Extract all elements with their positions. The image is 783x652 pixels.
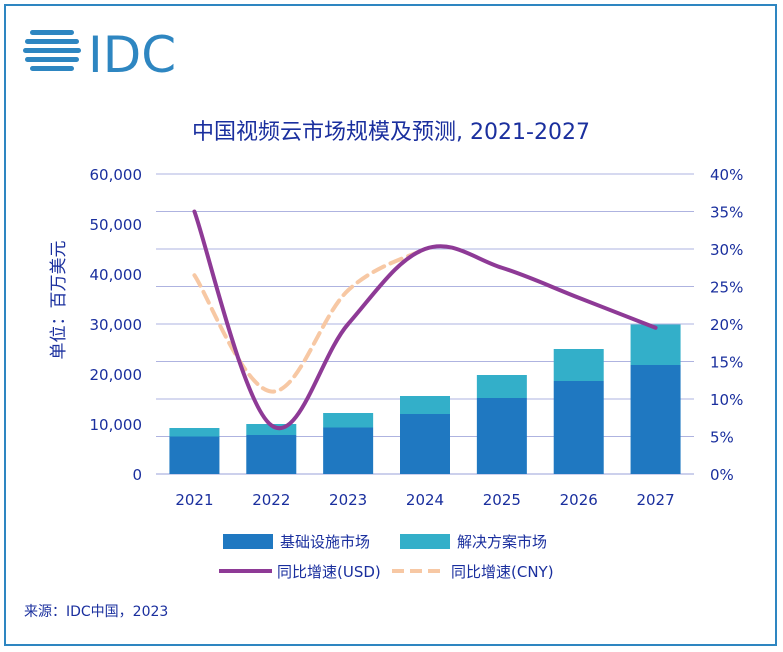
idc-logo: IDC xyxy=(23,26,176,84)
y2-tick-label: 35% xyxy=(710,204,743,222)
y2-tick-label: 30% xyxy=(710,241,743,259)
bar-solution xyxy=(169,428,220,437)
bar-infrastructure xyxy=(400,414,450,474)
bar-infrastructure xyxy=(323,427,374,474)
bar-solution xyxy=(246,424,297,435)
x-tick-label: 2026 xyxy=(560,491,598,509)
legend-swatch-infrastructure xyxy=(223,534,273,549)
line-cny-growth xyxy=(192,247,427,394)
legend-swatch-solution xyxy=(400,534,450,549)
y2-tick-label: 40% xyxy=(710,166,743,184)
legend: 基础设施市场 解决方案市场 同比增速(USD) 同比增速(CNY) xyxy=(219,533,554,581)
bar-solution xyxy=(553,349,604,381)
x-tick-label: 2021 xyxy=(175,491,213,509)
legend-label-solution: 解决方案市场 xyxy=(457,533,547,551)
x-tick-label: 2022 xyxy=(252,491,290,509)
bar-infrastructure xyxy=(246,435,297,474)
legend-label-cny-growth: 同比增速(CNY) xyxy=(451,563,554,581)
x-axis-ticks: 2021 2022 2023 2024 2025 2026 2027 xyxy=(175,491,674,509)
bar-solution xyxy=(323,413,374,428)
y-tick-label: 20,000 xyxy=(90,366,143,384)
x-tick-label: 2023 xyxy=(329,491,367,509)
gridlines xyxy=(156,173,694,475)
line-usd-growth xyxy=(192,209,658,431)
y-tick-label: 30,000 xyxy=(90,316,143,334)
legend-item-usd-growth: 同比增速(USD) xyxy=(219,563,381,581)
y-tick-label: 50,000 xyxy=(90,216,143,234)
y2-tick-label: 0% xyxy=(710,466,734,484)
y-tick-label: 40,000 xyxy=(90,266,143,284)
legend-label-usd-growth: 同比增速(USD) xyxy=(277,563,381,581)
bar-infrastructure xyxy=(476,398,527,474)
y2-tick-label: 25% xyxy=(710,279,743,297)
growth-lines xyxy=(192,209,658,431)
legend-item-cny-growth: 同比增速(CNY) xyxy=(392,563,554,581)
y-axis-label: 单位：百万美元 xyxy=(49,241,69,360)
y-axis-ticks: 0 10,000 20,000 30,000 40,000 50,000 60,000 xyxy=(90,166,143,484)
bar-infrastructure xyxy=(630,365,681,474)
y2-tick-label: 20% xyxy=(710,316,743,334)
chart-canvas: IDC 中国视频云市场规模及预测, 2021-2027 单位：百万美元 0 10,… xyxy=(23,26,743,620)
y-tick-label: 60,000 xyxy=(90,166,143,184)
chart-frame: IDC 中国视频云市场规模及预测, 2021-2027 单位：百万美元 0 10,… xyxy=(4,4,777,646)
legend-item-infrastructure: 基础设施市场 xyxy=(223,533,370,551)
y2-tick-label: 10% xyxy=(710,391,743,409)
bars xyxy=(169,324,681,474)
logo-text: IDC xyxy=(88,26,176,84)
bar-solution xyxy=(400,396,450,414)
chart-title: 中国视频云市场规模及预测, 2021-2027 xyxy=(192,120,590,145)
y2-tick-label: 5% xyxy=(710,429,734,447)
legend-item-solution: 解决方案市场 xyxy=(400,533,547,551)
globe-icon xyxy=(23,30,81,71)
y-tick-label: 10,000 xyxy=(90,416,143,434)
bar-solution xyxy=(476,375,527,398)
bar-solution xyxy=(630,324,681,365)
legend-label-infrastructure: 基础设施市场 xyxy=(280,533,370,551)
source-note: 来源：IDC中国，2023 xyxy=(24,604,168,620)
x-tick-label: 2025 xyxy=(483,491,521,509)
y-tick-label: 0 xyxy=(132,466,142,484)
y2-tick-label: 15% xyxy=(710,354,743,372)
y2-axis-ticks: 0% 5% 10% 15% 20% 25% 30% 35% 40% xyxy=(710,166,743,484)
bar-infrastructure xyxy=(169,436,220,474)
x-tick-label: 2024 xyxy=(406,491,444,509)
x-tick-label: 2027 xyxy=(636,491,674,509)
bar-infrastructure xyxy=(553,381,604,474)
